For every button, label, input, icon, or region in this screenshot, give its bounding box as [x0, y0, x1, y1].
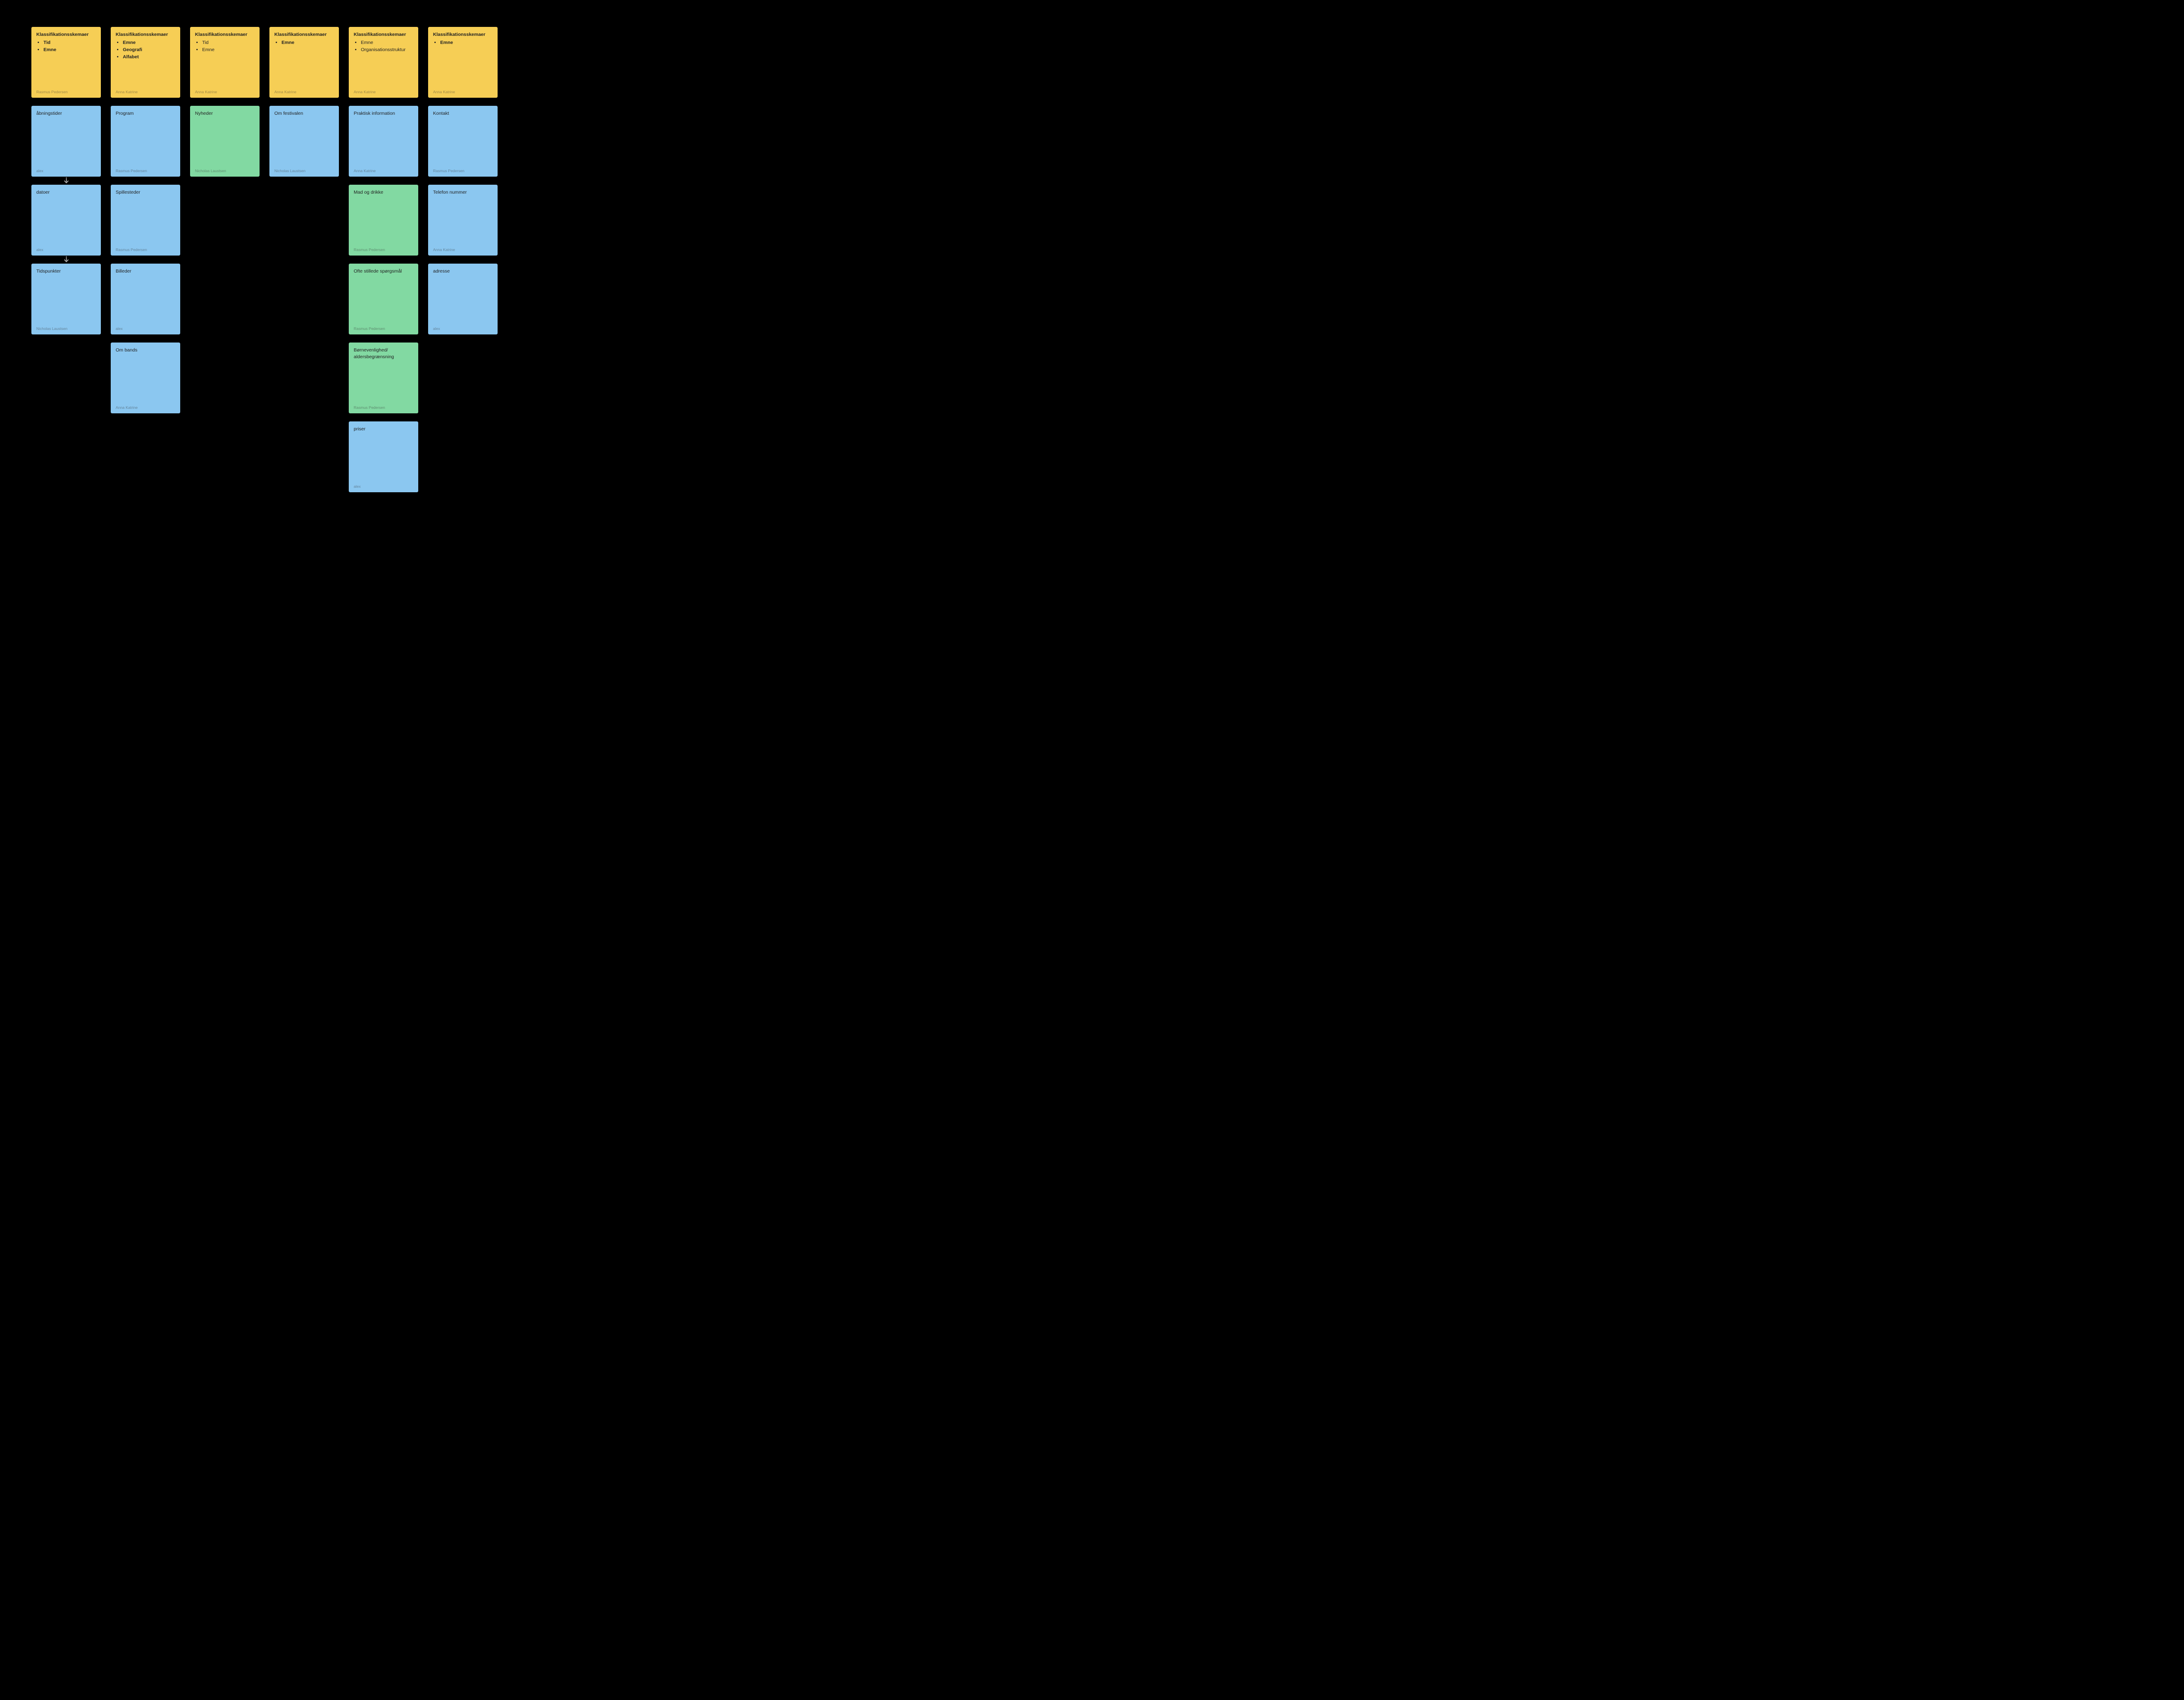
header-title: Klassifikationsskemaer	[116, 31, 175, 38]
note-author: alex	[116, 326, 175, 331]
header-sticky-note[interactable]: KlassifikationsskemaerTidEmne Rasmus Pede…	[31, 27, 101, 98]
note-author: Rasmus Pedersen	[36, 90, 96, 94]
note-title: Tidspunkter	[36, 268, 96, 275]
note-author: alex	[354, 484, 413, 489]
sticky-note[interactable]: Om bands Anna Katrine	[111, 343, 180, 413]
note-author: Nicholas Laustsen	[274, 169, 334, 173]
header-item: Emne	[282, 39, 334, 46]
sticky-note[interactable]: Børnevenlighed/aldersbegrænsning Rasmus P…	[349, 343, 418, 413]
note-author: Anna Katrine	[354, 169, 413, 173]
note-author: Anna Katrine	[274, 90, 334, 94]
header-item: Organisationsstruktur	[361, 46, 413, 53]
header-sticky-note[interactable]: KlassifikationsskemaerEmneOrganisationss…	[349, 27, 418, 98]
note-title: Om bands	[116, 347, 175, 354]
note-author: Rasmus Pedersen	[354, 405, 413, 410]
header-items-list: Emne	[274, 39, 334, 46]
sticky-note[interactable]: Telefon nummer Anna Katrine	[428, 185, 498, 256]
sticky-note[interactable]: Ofte stillede spørgsmål Rasmus Pedersen	[349, 264, 418, 334]
header-sticky-note[interactable]: KlassifikationsskemaerEmneGeografiAlfabe…	[111, 27, 180, 98]
sticky-note[interactable]: priser alex	[349, 421, 418, 492]
note-title: Børnevenlighed/aldersbegrænsning	[354, 347, 413, 360]
column: KlassifikationsskemaerEmne Anna Katrine Om…	[269, 27, 339, 177]
note-author: Rasmus Pedersen	[433, 169, 493, 173]
column: KlassifikationsskemaerTidEmne Anna Katrin…	[190, 27, 260, 177]
header-title: Klassifikationsskemaer	[354, 31, 413, 38]
sticky-note[interactable]: Program Rasmus Pedersen	[111, 106, 180, 177]
sticky-note[interactable]: Billeder alex	[111, 264, 180, 334]
header-item: Emne	[202, 46, 255, 53]
header-title: Klassifikationsskemaer	[36, 31, 96, 38]
header-sticky-note[interactable]: KlassifikationsskemaerEmne Anna Katrine	[269, 27, 339, 98]
arrow-down-icon	[31, 177, 101, 185]
note-author: alex	[36, 169, 96, 173]
note-title: Kontakt	[433, 110, 493, 117]
sticky-note[interactable]: åbningstider alex	[31, 106, 101, 177]
note-title: Ofte stillede spørgsmål	[354, 268, 413, 275]
note-title: Telefon nummer	[433, 189, 493, 196]
sticky-note[interactable]: Tidspunkter Nicholas Laustsen	[31, 264, 101, 334]
note-author: Rasmus Pedersen	[116, 247, 175, 252]
note-title: Om festivalen	[274, 110, 334, 117]
sticky-note[interactable]: Om festivalen Nicholas Laustsen	[269, 106, 339, 177]
sticky-note-board: KlassifikationsskemaerTidEmneRasmus Pede…	[31, 27, 2153, 492]
note-author: Anna Katrine	[116, 90, 175, 94]
header-item: Alfabet	[123, 53, 175, 61]
header-title: Klassifikationsskemaer	[195, 31, 255, 38]
header-item: Emne	[43, 46, 96, 53]
arrow-down-icon	[31, 256, 101, 264]
note-title: åbningstider	[36, 110, 96, 117]
header-item: Tid	[202, 39, 255, 46]
header-items-list: TidEmne	[36, 39, 96, 54]
sticky-note[interactable]: Praktisk information Anna Katrine	[349, 106, 418, 177]
header-title: Klassifikationsskemaer	[274, 31, 334, 38]
header-items-list: Emne	[433, 39, 493, 46]
note-title: Program	[116, 110, 175, 117]
sticky-note[interactable]: Spillesteder Rasmus Pedersen	[111, 185, 180, 256]
column: KlassifikationsskemaerTidEmne Rasmus Pede…	[31, 27, 101, 334]
header-items-list: EmneGeografiAlfabet	[116, 39, 175, 61]
header-item: Tid	[43, 39, 96, 46]
note-title: adresse	[433, 268, 493, 275]
header-items-list: EmneOrganisationsstruktur	[354, 39, 413, 54]
header-sticky-note[interactable]: KlassifikationsskemaerEmne Anna Katrine	[428, 27, 498, 98]
sticky-note[interactable]: adresse alex	[428, 264, 498, 334]
note-author: Rasmus Pedersen	[116, 169, 175, 173]
sticky-note[interactable]: datoer alex	[31, 185, 101, 256]
sticky-note[interactable]: Kontakt Rasmus Pedersen	[428, 106, 498, 177]
note-title: Praktisk information	[354, 110, 413, 117]
note-title: Nyheder	[195, 110, 255, 117]
header-item: Emne	[361, 39, 413, 46]
sticky-note[interactable]: Nyheder Nicholas Laustsen	[190, 106, 260, 177]
header-title: Klassifikationsskemaer	[433, 31, 493, 38]
note-author: Nicholas Laustsen	[36, 326, 96, 331]
note-author: Anna Katrine	[116, 405, 175, 410]
note-title: datoer	[36, 189, 96, 196]
note-author: alex	[36, 247, 96, 252]
header-sticky-note[interactable]: KlassifikationsskemaerTidEmne Anna Katrin…	[190, 27, 260, 98]
note-title: Billeder	[116, 268, 175, 275]
note-author: Nicholas Laustsen	[195, 169, 255, 173]
note-author: Anna Katrine	[354, 90, 413, 94]
note-author: Anna Katrine	[433, 247, 493, 252]
note-author: alex	[433, 326, 493, 331]
note-title: Spillesteder	[116, 189, 175, 196]
note-author: Rasmus Pedersen	[354, 326, 413, 331]
note-author: Anna Katrine	[195, 90, 255, 94]
column: KlassifikationsskemaerEmneOrganisationss…	[349, 27, 418, 492]
column: KlassifikationsskemaerEmne Anna Katrine Ko…	[428, 27, 498, 334]
column: KlassifikationsskemaerEmneGeografiAlfabe…	[111, 27, 180, 413]
sticky-note[interactable]: Mad og drikke Rasmus Pedersen	[349, 185, 418, 256]
note-title: Mad og drikke	[354, 189, 413, 196]
header-item: Geografi	[123, 46, 175, 53]
header-items-list: TidEmne	[195, 39, 255, 54]
header-item: Emne	[123, 39, 175, 46]
note-author: Rasmus Pedersen	[354, 247, 413, 252]
note-title: priser	[354, 426, 413, 433]
header-item: Emne	[440, 39, 493, 46]
note-author: Anna Katrine	[433, 90, 493, 94]
